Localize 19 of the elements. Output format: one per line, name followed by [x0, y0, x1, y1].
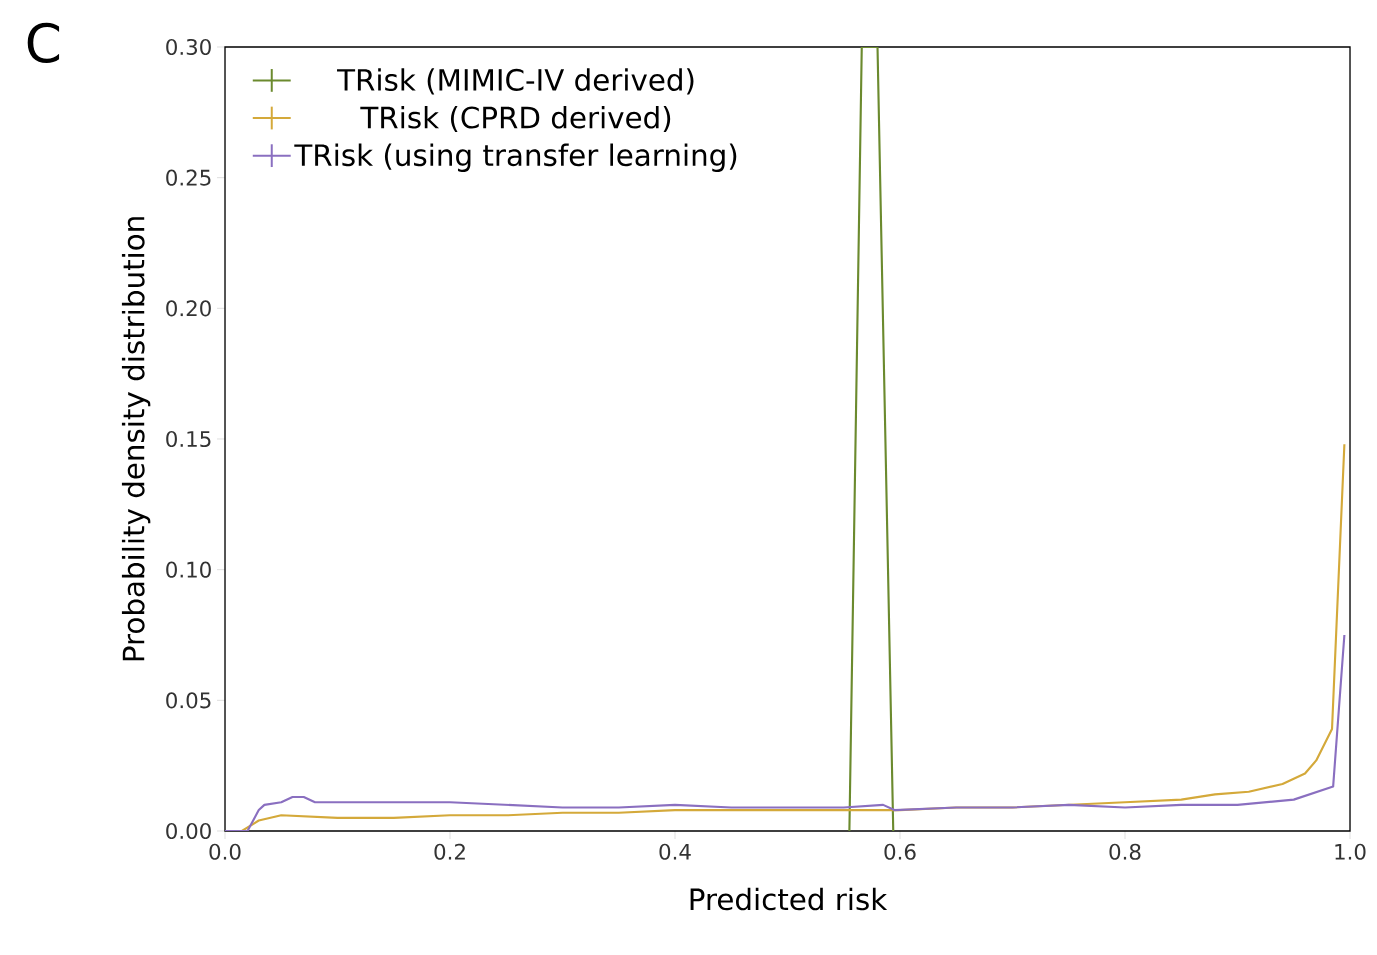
legend-label: TRisk (CPRD derived): [360, 105, 671, 133]
y-tick-label: 0.25: [166, 169, 211, 186]
x-tick-label: 0.6: [884, 843, 916, 860]
text: C: [27, 22, 60, 64]
x-tick-label: 1.0: [1335, 843, 1366, 860]
x-tick-label: 0.8: [1109, 843, 1141, 860]
y-tick-label: 0.10: [166, 561, 211, 578]
x-tick-label: 0.2: [434, 843, 465, 860]
y-axis-title: Probability density distribution: [121, 217, 151, 661]
x-axis-title: Predicted risk: [690, 887, 888, 911]
y-tick-label: 0.05: [166, 692, 211, 709]
legend-label: TRisk (MIMIC-IV derived): [337, 68, 694, 95]
y-tick-label: 0.20: [166, 300, 211, 317]
legend-label: TRisk (using transfer learning): [294, 143, 737, 172]
y-tick-label: 0.15: [166, 430, 211, 448]
x-tick-label: 0.0: [209, 843, 241, 860]
y-tick-label: 0.00: [166, 822, 211, 840]
y-tick-label: 0.30: [166, 38, 211, 56]
x-tick-label: 0.4: [659, 843, 691, 860]
